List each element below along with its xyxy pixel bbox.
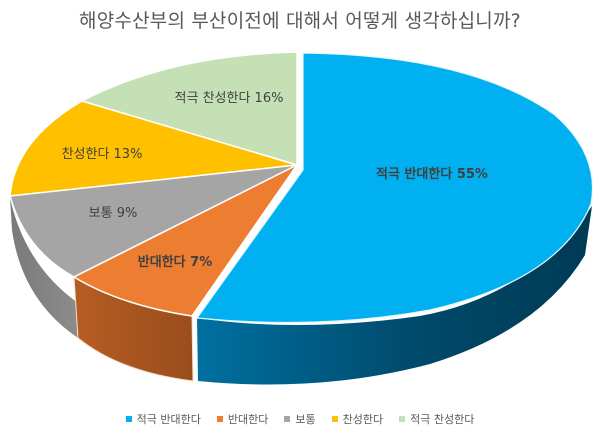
data-label-strongly-agree: 적극 찬성한다 16% — [175, 91, 284, 106]
legend-label: 보통 — [295, 413, 316, 426]
chart-legend: 적극 반대한다 반대한다 보통 찬성한다 적극 찬성한다 — [0, 411, 600, 427]
legend-label: 적극 찬성한다 — [410, 413, 475, 426]
slice-top-orange — [72, 164, 298, 317]
legend-item-strongly-oppose: 적극 반대한다 — [125, 411, 201, 427]
legend-item-oppose: 반대한다 — [216, 411, 269, 427]
slice-top-green — [80, 51, 298, 167]
data-label-neutral: 보통 9% — [89, 206, 138, 221]
legend-item-neutral: 보통 — [284, 411, 316, 427]
legend-swatch — [125, 416, 132, 422]
slice-side-blue — [197, 206, 592, 385]
legend-swatch — [216, 416, 223, 422]
legend-label: 적극 반대한다 — [136, 413, 201, 426]
legend-label: 찬성한다 — [342, 413, 384, 426]
data-label-agree: 찬성한다 13% — [62, 147, 143, 162]
legend-item-strongly-agree: 적극 찬성한다 — [399, 411, 474, 427]
data-label-strongly-oppose: 적극 반대한다 55% — [376, 166, 488, 182]
chart-title: 해양수산부의 부산이전에 대해서 어떻게 생각하십니까? — [79, 10, 521, 32]
slice-top-gray — [9, 164, 298, 278]
legend-label: 반대한다 — [227, 413, 269, 426]
slice-top-blue — [195, 52, 594, 324]
legend-swatch — [331, 416, 338, 422]
legend-swatch — [284, 416, 291, 422]
legend-swatch — [399, 416, 406, 422]
data-label-oppose: 반대한다 7% — [138, 254, 212, 270]
slice-side-gray — [10, 198, 78, 338]
legend-item-agree: 찬성한다 — [331, 411, 384, 427]
